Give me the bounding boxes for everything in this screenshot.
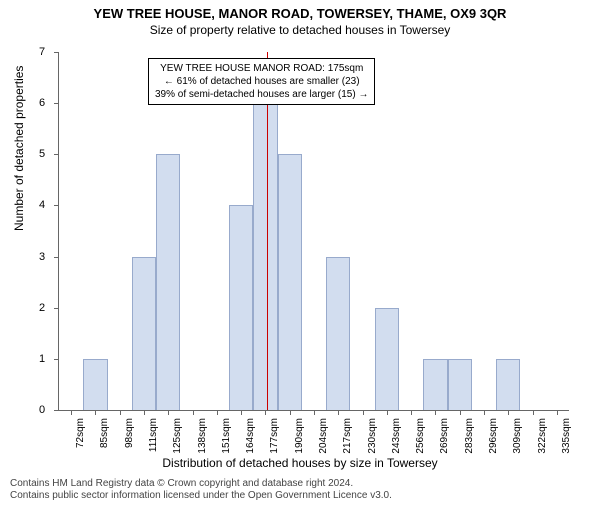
- x-tick-label: 296sqm: [488, 418, 499, 454]
- histogram-bar: [496, 359, 520, 410]
- y-tick-mark: [54, 308, 59, 309]
- x-tick-mark: [460, 410, 461, 415]
- histogram-bar: [278, 154, 302, 410]
- x-tick-label: 72sqm: [75, 418, 86, 448]
- y-tick-label: 3: [39, 251, 55, 263]
- x-tick-label: 151sqm: [221, 418, 232, 454]
- y-axis-label: Number of detached properties: [12, 66, 26, 231]
- y-tick-mark: [54, 205, 59, 206]
- x-tick-label: 111sqm: [148, 418, 159, 452]
- x-tick-mark: [484, 410, 485, 415]
- x-tick-mark: [533, 410, 534, 415]
- plot-area: 0123456772sqm85sqm98sqm111sqm125sqm138sq…: [58, 52, 569, 411]
- x-tick-label: 217sqm: [342, 418, 353, 454]
- y-tick-mark: [54, 52, 59, 53]
- histogram-bar: [132, 257, 156, 410]
- footer-line2: Contains public sector information licen…: [10, 490, 392, 502]
- x-tick-mark: [557, 410, 558, 415]
- x-tick-mark: [144, 410, 145, 415]
- y-tick-mark: [54, 359, 59, 360]
- x-tick-label: 164sqm: [245, 418, 256, 454]
- y-tick-label: 1: [39, 353, 55, 365]
- y-tick-mark: [54, 154, 59, 155]
- y-tick-label: 7: [39, 46, 55, 58]
- y-tick-mark: [54, 103, 59, 104]
- x-tick-label: 138sqm: [197, 418, 208, 454]
- x-tick-mark: [95, 410, 96, 415]
- y-tick-mark: [54, 410, 59, 411]
- y-tick-label: 2: [39, 302, 55, 314]
- x-tick-label: 243sqm: [391, 418, 402, 454]
- x-tick-label: 322sqm: [537, 418, 548, 454]
- x-tick-label: 269sqm: [439, 418, 450, 454]
- x-tick-mark: [120, 410, 121, 415]
- x-tick-mark: [508, 410, 509, 415]
- x-tick-label: 85sqm: [99, 418, 110, 448]
- histogram-bar: [448, 359, 472, 410]
- x-axis-label: Distribution of detached houses by size …: [0, 456, 600, 470]
- histogram-bar: [156, 154, 180, 410]
- y-tick-label: 6: [39, 97, 55, 109]
- x-tick-mark: [411, 410, 412, 415]
- footer-attribution: Contains HM Land Registry data © Crown c…: [10, 478, 392, 502]
- x-tick-mark: [193, 410, 194, 415]
- x-tick-mark: [241, 410, 242, 415]
- histogram-bar: [229, 205, 253, 410]
- annotation-line1: YEW TREE HOUSE MANOR ROAD: 175sqm: [155, 62, 368, 75]
- histogram-bar: [375, 308, 399, 410]
- x-tick-label: 309sqm: [512, 418, 523, 454]
- x-tick-label: 177sqm: [269, 418, 280, 454]
- x-tick-label: 283sqm: [464, 418, 475, 454]
- x-tick-mark: [338, 410, 339, 415]
- x-tick-label: 125sqm: [172, 418, 183, 454]
- x-tick-mark: [290, 410, 291, 415]
- histogram-bar: [253, 103, 277, 410]
- y-tick-mark: [54, 257, 59, 258]
- y-tick-label: 5: [39, 148, 55, 160]
- x-tick-mark: [314, 410, 315, 415]
- x-tick-label: 335sqm: [561, 418, 572, 454]
- x-tick-mark: [387, 410, 388, 415]
- x-tick-mark: [265, 410, 266, 415]
- chart-area: 0123456772sqm85sqm98sqm111sqm125sqm138sq…: [58, 52, 568, 410]
- annotation-line2: ← 61% of detached houses are smaller (23…: [155, 75, 368, 88]
- x-tick-mark: [71, 410, 72, 415]
- chart-title-sub: Size of property relative to detached ho…: [0, 23, 600, 37]
- x-tick-label: 256sqm: [415, 418, 426, 454]
- annotation-line3: 39% of semi-detached houses are larger (…: [155, 88, 368, 101]
- x-tick-label: 190sqm: [294, 418, 305, 454]
- histogram-bar: [423, 359, 447, 410]
- y-tick-label: 0: [39, 404, 55, 416]
- x-tick-label: 230sqm: [367, 418, 378, 454]
- marker-line: [267, 52, 269, 410]
- histogram-bar: [326, 257, 350, 410]
- x-tick-label: 98sqm: [124, 418, 135, 448]
- annotation-box: YEW TREE HOUSE MANOR ROAD: 175sqm ← 61% …: [148, 58, 375, 105]
- x-tick-mark: [363, 410, 364, 415]
- y-tick-label: 4: [39, 199, 55, 211]
- histogram-bar: [83, 359, 107, 410]
- footer-line1: Contains HM Land Registry data © Crown c…: [10, 478, 392, 490]
- chart-title-main: YEW TREE HOUSE, MANOR ROAD, TOWERSEY, TH…: [0, 6, 600, 21]
- x-tick-mark: [435, 410, 436, 415]
- x-tick-label: 204sqm: [318, 418, 329, 454]
- x-tick-mark: [217, 410, 218, 415]
- x-tick-mark: [168, 410, 169, 415]
